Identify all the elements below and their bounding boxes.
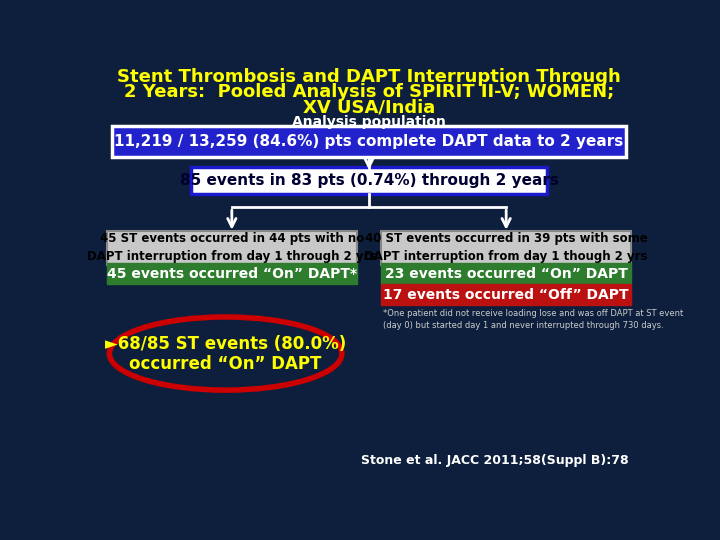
Bar <box>382 284 631 305</box>
Text: 40 ST events occurred in 39 pts with some
DAPT interruption from day 1 though 2 : 40 ST events occurred in 39 pts with som… <box>364 232 648 263</box>
Text: Stone et al. JACC 2011;58(Suppl B):78: Stone et al. JACC 2011;58(Suppl B):78 <box>361 454 629 467</box>
Ellipse shape <box>109 317 342 390</box>
Text: ►68/85 ST events (80.0%): ►68/85 ST events (80.0%) <box>105 335 346 353</box>
Bar <box>112 126 626 157</box>
Bar <box>107 231 356 265</box>
Bar <box>191 167 547 194</box>
Text: 23 events occurred “On” DAPT: 23 events occurred “On” DAPT <box>384 267 628 281</box>
Text: 45 events occurred “On” DAPT*: 45 events occurred “On” DAPT* <box>107 267 357 281</box>
Text: 85 events in 83 pts (0.74%) through 2 years: 85 events in 83 pts (0.74%) through 2 ye… <box>179 173 559 188</box>
Text: occurred “On” DAPT: occurred “On” DAPT <box>130 355 322 373</box>
Text: 11,219 / 13,259 (84.6%) pts complete DAPT data to 2 years: 11,219 / 13,259 (84.6%) pts complete DAP… <box>114 134 624 149</box>
Text: *One patient did not receive loading lose and was off DAPT at ST event
(day 0) b: *One patient did not receive loading los… <box>383 309 683 330</box>
Bar <box>382 264 631 284</box>
Bar <box>382 231 631 265</box>
Text: 17 events occurred “Off” DAPT: 17 events occurred “Off” DAPT <box>383 288 629 302</box>
Text: 2 Years:  Pooled Analysis of SPIRIT II-V; WOMEN;: 2 Years: Pooled Analysis of SPIRIT II-V;… <box>124 83 614 102</box>
Text: 45 ST events occurred in 44 pts with no
DAPT interruption from day 1 through 2 y: 45 ST events occurred in 44 pts with no … <box>87 232 377 263</box>
Text: Stent Thrombosis and DAPT Interruption Through: Stent Thrombosis and DAPT Interruption T… <box>117 68 621 86</box>
Bar <box>107 264 356 284</box>
Text: Analysis population: Analysis population <box>292 115 446 129</box>
Text: XV USA/India: XV USA/India <box>303 99 435 117</box>
